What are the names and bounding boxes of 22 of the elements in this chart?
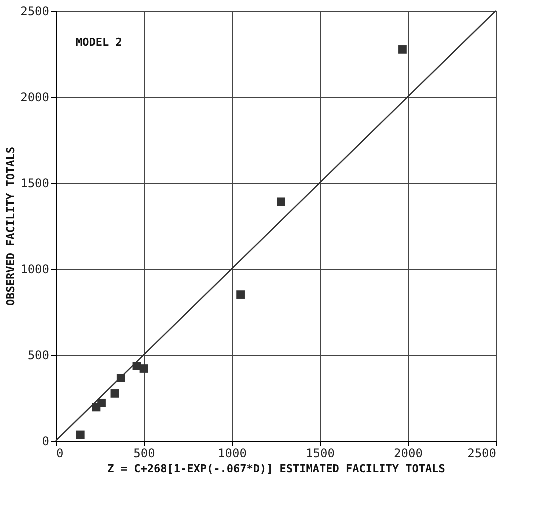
- y-tick-label: 2000: [20, 90, 50, 104]
- x-tick-label: 1500: [306, 446, 335, 460]
- x-axis-title: Z = C+268[1-EXP(-.067*D)] ESTIMATED FACILITY TOTALS: [108, 462, 446, 476]
- y-tick-label: 1500: [20, 176, 50, 190]
- point: [76, 430, 85, 440]
- point: [110, 390, 120, 398]
- x-tick-label: 500: [134, 446, 156, 460]
- x-tick-label: 2000: [394, 446, 423, 460]
- point: [277, 198, 286, 206]
- annotation: MODEL 2: [76, 36, 122, 49]
- y-tick-label: 0: [42, 434, 50, 448]
- point: [98, 398, 106, 408]
- x-tick-label: 0: [56, 446, 64, 460]
- y-tick-label: 1000: [20, 262, 50, 276]
- x-tick-label: 2500: [468, 446, 496, 460]
- x-tick-label: 1000: [218, 446, 247, 460]
- y-tick-label: 500: [28, 348, 50, 362]
- y-axis-title: OBSERVED FACILITY TOTALS: [4, 147, 18, 306]
- point: [140, 364, 148, 373]
- y-tick-label: 2500: [20, 4, 50, 18]
- point: [398, 46, 407, 54]
- point: [236, 290, 245, 299]
